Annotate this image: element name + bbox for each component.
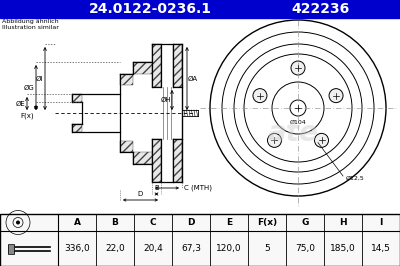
Circle shape <box>291 61 305 75</box>
Circle shape <box>16 221 20 225</box>
Text: H: H <box>339 218 347 227</box>
Circle shape <box>268 133 282 147</box>
Text: ate: ate <box>268 119 318 147</box>
Bar <box>8 243 14 253</box>
Text: Ø12,5: Ø12,5 <box>346 176 365 181</box>
Text: F(x): F(x) <box>257 218 277 227</box>
Bar <box>72 94 82 102</box>
Text: 24.0122-0236.1: 24.0122-0236.1 <box>88 2 212 16</box>
Text: C: C <box>150 218 156 227</box>
Text: Ø104: Ø104 <box>290 120 306 125</box>
Bar <box>120 141 133 152</box>
Text: G: G <box>301 218 309 227</box>
Bar <box>8 244 14 252</box>
Text: 20,4: 20,4 <box>143 244 163 253</box>
Bar <box>0 214 400 266</box>
Text: E: E <box>226 218 232 227</box>
Text: B: B <box>112 218 118 227</box>
Bar <box>133 152 152 164</box>
Text: 336,0: 336,0 <box>64 244 90 253</box>
Text: ØH: ØH <box>160 97 171 103</box>
Text: A: A <box>74 218 80 227</box>
Text: D: D <box>138 191 143 197</box>
Bar <box>0 0 400 18</box>
Bar <box>173 139 182 182</box>
Bar <box>133 62 152 74</box>
Text: 67,3: 67,3 <box>181 244 201 253</box>
Bar <box>120 74 133 85</box>
Bar <box>173 44 182 87</box>
Text: ØE: ØE <box>15 101 25 106</box>
Text: 5: 5 <box>264 244 270 253</box>
Bar <box>152 139 161 182</box>
Bar <box>152 44 161 87</box>
Bar <box>0 214 400 266</box>
Bar <box>72 124 82 132</box>
Text: 185,0: 185,0 <box>330 244 356 253</box>
Text: ØI: ØI <box>36 76 43 81</box>
Text: 75,0: 75,0 <box>295 244 315 253</box>
Text: Illustration similar: Illustration similar <box>2 25 59 30</box>
Text: F(x): F(x) <box>20 112 34 119</box>
Text: 14,5: 14,5 <box>371 244 391 253</box>
Circle shape <box>314 133 328 147</box>
Text: C (MTH): C (MTH) <box>184 185 212 191</box>
Text: D: D <box>187 218 195 227</box>
Text: 422236: 422236 <box>291 2 349 16</box>
Text: ØA: ØA <box>188 76 198 81</box>
Text: ØG: ØG <box>23 85 34 90</box>
Text: I: I <box>379 218 383 227</box>
Text: 120,0: 120,0 <box>216 244 242 253</box>
Circle shape <box>253 89 267 103</box>
Circle shape <box>329 89 343 103</box>
Text: 22,0: 22,0 <box>105 244 125 253</box>
Text: Abbildung ähnlich: Abbildung ähnlich <box>2 19 59 24</box>
Text: B: B <box>154 185 159 191</box>
